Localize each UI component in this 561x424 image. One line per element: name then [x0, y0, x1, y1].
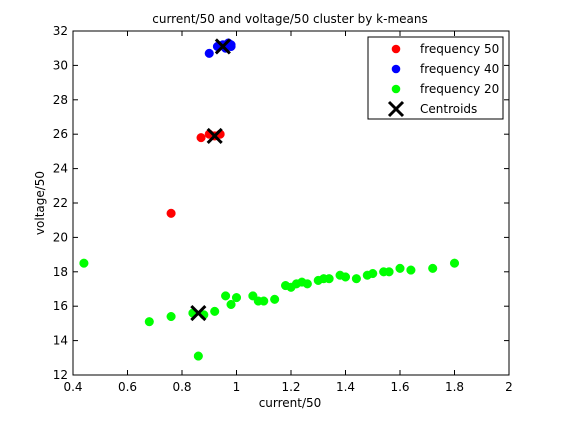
y-tick-label: 20: [53, 230, 68, 244]
data-point-frequency-20: [449, 258, 460, 268]
x-tick-label: 0.8: [172, 380, 191, 394]
x-tick-label: 1: [233, 380, 241, 394]
x-tick-label: 2: [505, 380, 513, 394]
x-tick-label: 0.6: [118, 380, 137, 394]
legend-marker-frequency-40: [391, 64, 401, 74]
data-point-frequency-40: [226, 40, 236, 50]
data-point-frequency-20: [384, 267, 394, 277]
y-tick-label: 12: [53, 368, 68, 382]
x-tick-label: 1.2: [281, 380, 300, 394]
legend-label-centroids: Centroids: [420, 102, 477, 116]
centroid-marker-stroke: [206, 127, 223, 144]
centroid-marker-stroke: [190, 305, 207, 322]
data-point-frequency-20: [221, 291, 231, 301]
data-point-frequency-50: [196, 133, 206, 143]
y-axis-label: voltage/50: [33, 171, 47, 235]
data-point-frequency-20: [226, 299, 236, 310]
y-tick-label: 22: [53, 196, 68, 210]
data-point-frequency-20: [231, 293, 242, 303]
y-tick-label: 18: [53, 265, 68, 279]
x-axis-label: current/50: [259, 396, 322, 410]
data-points: [79, 38, 460, 361]
data-point-frequency-20: [340, 272, 351, 282]
series-centroids: [190, 38, 231, 322]
y-tick-label: 32: [53, 24, 68, 38]
data-point-frequency-20: [368, 268, 378, 279]
y-tick-label: 26: [53, 127, 68, 141]
legend-marker-frequency-50: [391, 44, 401, 54]
data-point-frequency-20: [302, 279, 312, 289]
data-point-frequency-20: [259, 296, 269, 306]
data-point-frequency-40: [204, 48, 214, 58]
centroid-marker-stroke: [214, 38, 231, 55]
legend: frequency 50 frequency 40 frequency 20 Cent…: [367, 36, 504, 120]
y-tick-label: 14: [53, 334, 68, 348]
y-tick-label: 28: [53, 93, 68, 107]
data-point-frequency-20: [270, 294, 280, 304]
data-point-frequency-20: [193, 351, 203, 361]
legend-label-frequency-20: frequency 20: [420, 82, 499, 96]
y-tick-label: 16: [53, 299, 68, 313]
data-point-frequency-20: [406, 265, 416, 275]
chart-title: current/50 and voltage/50 cluster by k-m…: [152, 12, 428, 26]
data-point-frequency-20: [144, 317, 154, 327]
y-tick-label: 30: [53, 58, 68, 72]
data-point-frequency-20: [324, 274, 334, 284]
plot-frame: [72, 30, 510, 376]
data-point-frequency-50: [166, 208, 176, 218]
data-point-frequency-20: [79, 258, 89, 268]
data-point-frequency-20: [351, 274, 361, 284]
data-point-frequency-20: [166, 311, 176, 322]
legend-marker-frequency-20: [391, 84, 401, 94]
x-tick-label: 1.4: [336, 380, 355, 394]
data-point-frequency-20: [428, 263, 438, 273]
legend-label-frequency-50: frequency 50: [420, 42, 499, 56]
legend-marker-centroids-stroke: [387, 100, 405, 118]
axis-tick-labels: 0.4 0.6 0.8 1 1.2 1.4 1.6 1.8 2 12 14 16 18 20 22 24 26 2…: [53, 24, 513, 394]
x-tick-label: 1.8: [445, 380, 464, 394]
legend-label-frequency-40: frequency 40: [420, 62, 499, 76]
x-tick-label: 1.6: [390, 380, 409, 394]
data-point-frequency-20: [395, 263, 405, 273]
data-point-frequency-20: [210, 306, 220, 316]
x-tick-label: 0.4: [63, 380, 82, 394]
y-tick-label: 24: [53, 162, 68, 176]
